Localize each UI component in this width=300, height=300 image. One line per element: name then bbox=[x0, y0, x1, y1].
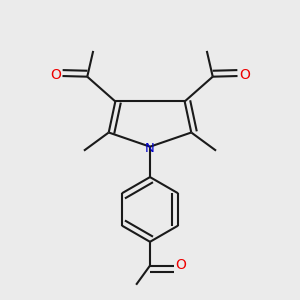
Text: O: O bbox=[50, 68, 61, 82]
Text: O: O bbox=[176, 258, 187, 272]
Text: O: O bbox=[239, 68, 250, 82]
Text: N: N bbox=[145, 142, 155, 155]
